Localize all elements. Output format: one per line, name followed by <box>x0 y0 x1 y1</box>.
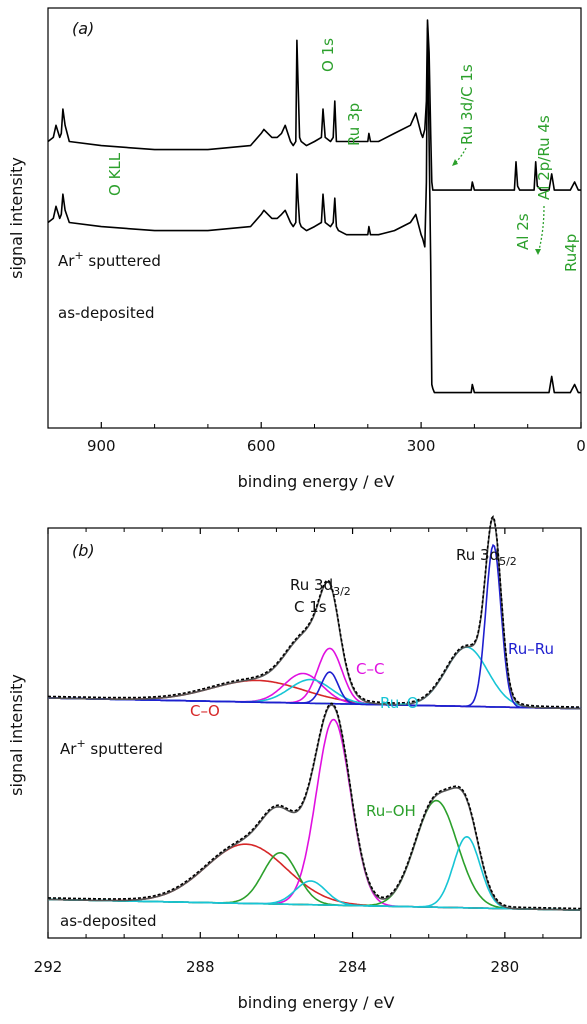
annot-c-o: C–O <box>190 702 220 720</box>
panel-a: (a) signal intensity binding energy / eV… <box>7 7 586 491</box>
panel-a-x-ticks: 900 600 300 0 <box>47 422 586 455</box>
panel-b-x-ticks: 292 288 284 280 <box>34 528 582 976</box>
curve-label-sputtered-a-text: Ar <box>58 252 75 270</box>
annot-ru-3d52: Ru 3d5/2 <box>456 546 517 568</box>
curve-label-deposited-a: as-deposited <box>58 304 154 322</box>
annot-al-2s: Al 2s <box>514 213 532 250</box>
annot-ru-3d32: Ru 3d3/2 <box>290 576 351 598</box>
component-deposited-5 <box>48 880 581 911</box>
panel-a-ylabel: signal intensity <box>7 157 26 279</box>
arrow-ru-3d <box>455 147 467 163</box>
panel-a-tick-label: 300 <box>407 437 436 455</box>
envelope-dotted-sputtered <box>48 515 581 708</box>
series-line-a-0 <box>47 19 581 191</box>
panel-a-tick-label: 0 <box>576 437 586 455</box>
component-sputtered-0 <box>48 679 582 710</box>
arrow-al-2p-head <box>535 249 541 255</box>
series-line-a-1 <box>47 27 581 394</box>
curve-label-sputtered-a-sup: + <box>74 249 83 262</box>
panel-b-tick-label: 284 <box>338 958 367 976</box>
annot-al-2p-ru-4s: Al 2p/Ru 4s <box>535 115 553 200</box>
annot-ru4p: Ru4p <box>562 234 580 272</box>
envelope-dotted-deposited <box>48 702 581 910</box>
annot-ru-3d52-text: Ru 3d <box>456 546 499 564</box>
component-deposited-4 <box>48 835 581 911</box>
arrow-al-2p <box>538 205 545 251</box>
panel-b-label: (b) <box>72 541 95 560</box>
component-sputtered-5 <box>48 543 582 710</box>
annot-ru-3p: Ru 3p <box>345 103 363 146</box>
annot-c-1s: C 1s <box>294 598 327 616</box>
component-deposited-2 <box>48 799 581 911</box>
panel-a-label: (a) <box>72 19 94 38</box>
curve-label-sputtered-b-rest: sputtered <box>86 740 163 758</box>
curve-label-sputtered-b-sup: + <box>76 737 85 750</box>
panel-a-tick-label: 900 <box>87 437 116 455</box>
panel-a-plot-frame <box>47 7 582 429</box>
annot-ru-3d32-sub: 3/2 <box>333 585 351 598</box>
panel-a-xlabel: binding energy / eV <box>238 472 395 491</box>
annot-ru-3d-c-1s: Ru 3d/C 1s <box>458 64 476 145</box>
curve-label-sputtered-a: Ar+ sputtered <box>58 249 161 270</box>
annot-ru-o: Ru–O <box>380 694 419 712</box>
curve-label-deposited-b: as-deposited <box>60 912 156 930</box>
arrow-ru-3d-head <box>452 159 458 166</box>
curve-label-sputtered-b-text: Ar <box>60 740 77 758</box>
panel-b-ylabel: signal intensity <box>7 674 26 796</box>
annot-ru-ru: Ru–Ru <box>508 640 554 658</box>
annot-ru-oh: Ru–OH <box>366 802 416 820</box>
panel-b-tick-label: 292 <box>34 958 63 976</box>
annot-ru-3d52-sub: 5/2 <box>499 555 517 568</box>
panel-a-tick-label: 600 <box>247 437 276 455</box>
panel-b-tick-label: 280 <box>491 958 520 976</box>
panel-b-tick-label: 288 <box>186 958 215 976</box>
annot-ru-3d32-text: Ru 3d <box>290 576 333 594</box>
annot-o-kll: O KLL <box>106 152 124 196</box>
curve-label-sputtered-a-rest: sputtered <box>84 252 161 270</box>
annot-c-c: C–C <box>356 660 384 678</box>
panel-a-series <box>47 19 581 394</box>
panel-b-xlabel: binding energy / eV <box>238 993 395 1012</box>
panel-b-series <box>47 515 582 911</box>
curve-label-sputtered-b: Ar+ sputtered <box>60 737 163 758</box>
annot-o-1s: O 1s <box>319 38 337 72</box>
panel-b: (b) signal intensity binding energy / eV… <box>7 515 582 1012</box>
